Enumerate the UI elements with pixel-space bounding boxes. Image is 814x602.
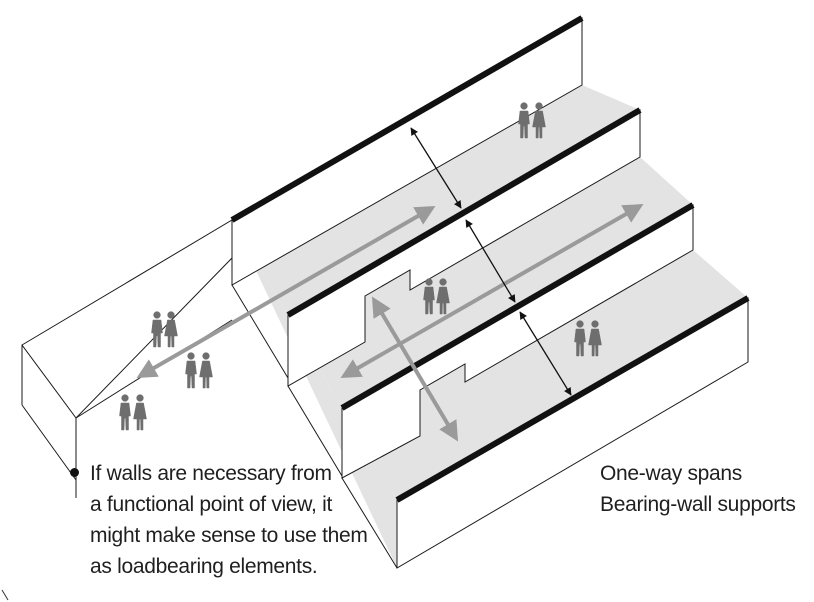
legend-span-type: One-way spans (600, 462, 743, 485)
person-pair-icon (119, 394, 147, 431)
functional-walls-note: If walls are necessary from a functional… (70, 458, 390, 582)
note-line: If walls are necessary from (90, 462, 332, 485)
corner-mark (1, 589, 9, 601)
note-line: might make sense to use them (90, 524, 368, 547)
bullet-icon (70, 468, 79, 477)
person-pair-icon (151, 311, 178, 348)
span-arrows (410, 127, 572, 396)
open-frame-structure (21, 219, 233, 498)
structure-legend: One-way spans Bearing-wall supports (600, 458, 796, 520)
note-line: a functional point of view, it (90, 493, 332, 516)
legend-support-type: Bearing-wall supports (600, 493, 796, 516)
double-arrow-icon (371, 296, 459, 442)
note-line: as loadbearing elements. (90, 555, 318, 578)
double-arrow-icon (465, 219, 516, 303)
double-arrow-icon (519, 311, 572, 396)
person-pair-icon (185, 352, 213, 389)
double-arrow-icon (410, 127, 462, 209)
